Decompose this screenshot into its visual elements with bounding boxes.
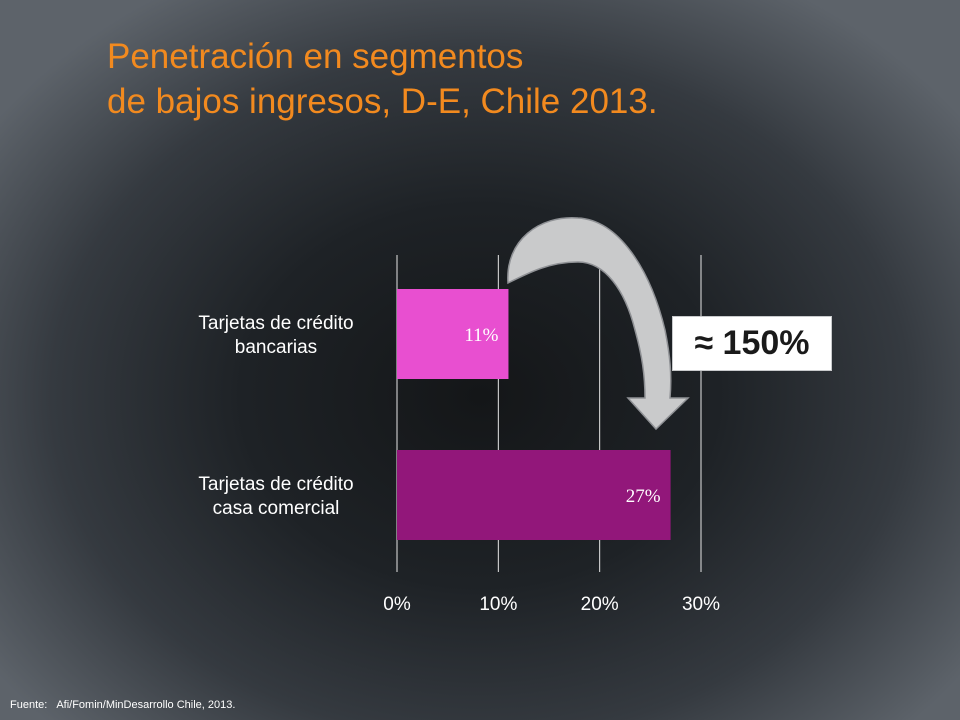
bar-value-label: 11% [464,325,498,346]
x-tick-label: 20% [581,594,619,615]
source-text: Afi/Fomin/MinDesarrollo Chile, 2013. [56,699,236,711]
chart-title: Penetración en segmentos de bajos ingres… [107,34,658,124]
category-label: Tarjetas de crédito [198,474,353,495]
growth-callout-text: ≈ 150% [694,324,810,362]
source-label: Fuente: [10,699,48,711]
curved-arrow-icon [507,217,690,431]
category-label: Tarjetas de crédito [198,313,353,334]
category-label: casa comercial [213,498,340,519]
source-footer: Fuente: Afi/Fomin/MinDesarrollo Chile, 20… [10,699,235,711]
x-tick-label: 0% [383,594,411,615]
bar [397,289,509,379]
bar-value-label: 27% [626,486,661,507]
chart-title-line-1: Penetración en segmentos [107,37,524,76]
x-tick-label: 30% [682,594,720,615]
category-label: bancarias [235,337,317,358]
bar [397,450,671,540]
chart-title-line-2: de bajos ingresos, D-E, Chile 2013. [107,82,658,121]
growth-callout: ≈ 150% [672,316,832,371]
x-tick-label: 10% [479,594,517,615]
